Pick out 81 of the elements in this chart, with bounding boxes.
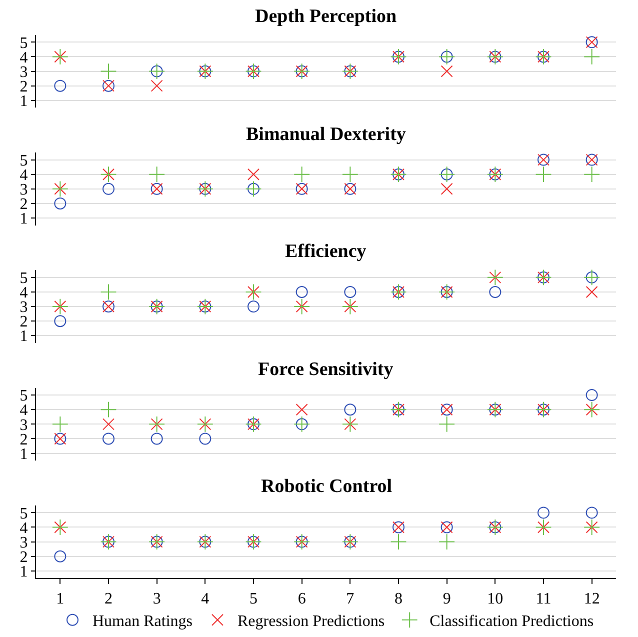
x-tick-label: 8 (394, 590, 402, 608)
chart-title: Bimanual Dexterity (246, 124, 406, 145)
point (54, 197, 66, 210)
point (294, 166, 310, 183)
y-tick-label: 1 (20, 92, 28, 110)
y-tick-label: 3 (20, 534, 28, 552)
point (100, 63, 117, 80)
y-tick-label: 5 (20, 270, 28, 288)
y-tick-label: 5 (20, 388, 28, 405)
point (296, 286, 308, 298)
point (148, 166, 166, 183)
y-tick-label: 5 (20, 152, 28, 170)
y-tick-label: 3 (20, 182, 28, 199)
y-tick-label: 5 (20, 34, 28, 52)
point (344, 404, 356, 416)
point (100, 284, 117, 300)
x-tick-label: 5 (250, 590, 258, 608)
y-tick-label: 4 (20, 402, 28, 420)
x-tick-label: 9 (442, 590, 451, 608)
y-tick-label: 4 (20, 520, 28, 537)
y-tick-label: 1 (20, 210, 28, 228)
point (54, 315, 66, 328)
x-tick-label: 4 (201, 590, 210, 608)
y-tick-label: 1 (20, 564, 28, 580)
y-tick-label: 2 (20, 196, 28, 214)
point (489, 286, 502, 298)
point (586, 286, 598, 298)
y-tick-label: 4 (20, 284, 28, 302)
y-tick-label: 2 (20, 548, 28, 566)
point (390, 534, 407, 550)
point (440, 182, 453, 195)
legend-label: Classification Predictions (430, 613, 594, 630)
x-tick-label: 6 (298, 590, 306, 608)
point (586, 389, 598, 402)
point (248, 300, 260, 313)
point (248, 168, 260, 180)
point (150, 80, 163, 92)
point (296, 404, 308, 416)
point (102, 432, 114, 445)
point (438, 534, 456, 550)
y-tick-label: 3 (20, 299, 28, 316)
point (52, 416, 68, 432)
x-tick-label: 1 (56, 590, 64, 608)
chart-title: Efficiency (285, 241, 367, 262)
legend-label: Regression Predictions (238, 613, 385, 630)
y-tick-label: 3 (20, 416, 28, 434)
point (584, 48, 600, 65)
y-tick-label: 1 (20, 328, 28, 346)
point (54, 80, 66, 92)
x-tick-label: 12 (584, 590, 600, 608)
y-tick-label: 1 (20, 446, 28, 463)
chart-title: Force Sensitivity (258, 359, 394, 380)
y-tick-label: 2 (20, 314, 28, 331)
point (538, 506, 550, 519)
y-tick-label: 4 (20, 49, 28, 66)
point (54, 550, 66, 562)
point (342, 166, 358, 183)
point (440, 65, 453, 78)
y-tick-label: 5 (20, 505, 28, 522)
point (584, 166, 600, 183)
point (438, 416, 456, 432)
x-tick-label: 11 (536, 590, 552, 608)
point (344, 286, 356, 298)
point (535, 166, 552, 183)
y-tick-label: 4 (20, 166, 28, 184)
point (586, 506, 598, 519)
point (150, 432, 163, 445)
chart-title: Robotic Control (261, 476, 392, 497)
point (100, 401, 117, 418)
y-tick-label: 2 (20, 431, 28, 448)
point (102, 418, 114, 430)
x-tick-label: 10 (487, 590, 504, 608)
y-tick-label: 3 (20, 64, 28, 81)
x-tick-label: 2 (104, 590, 112, 608)
point (102, 182, 114, 195)
y-tick-label: 2 (20, 78, 28, 96)
legend-label: Human Ratings (92, 613, 192, 630)
chart-title: Depth Perception (255, 6, 398, 27)
point (199, 432, 212, 445)
x-tick-label: 3 (152, 590, 161, 608)
x-tick-label: 7 (346, 590, 354, 608)
